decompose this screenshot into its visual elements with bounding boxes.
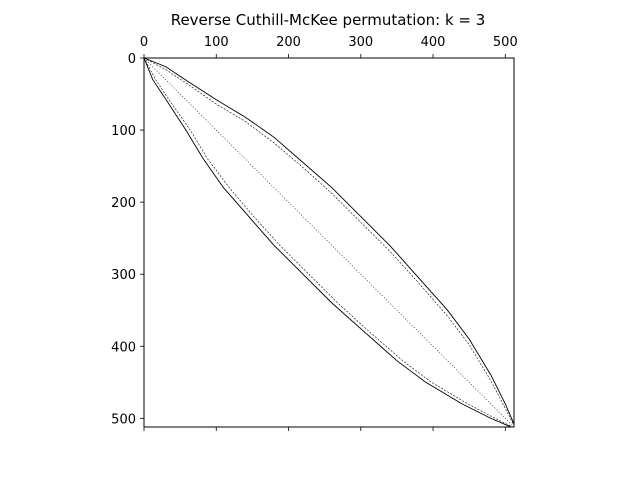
sparsity-band <box>143 57 513 428</box>
sparsity-band <box>143 57 515 425</box>
x-tick-label: 400 <box>421 35 446 50</box>
y-tick-label: 300 <box>111 268 136 283</box>
x-tick-label: 200 <box>276 35 301 50</box>
y-tick-label: 200 <box>111 196 136 211</box>
chart-title: Reverse Cuthill-McKee permutation: k = 3 <box>171 11 486 29</box>
y-tick-label: 100 <box>111 124 136 139</box>
x-tick-label: 100 <box>204 35 229 50</box>
diagonal-entries <box>143 57 515 428</box>
x-tick-label: 500 <box>493 35 518 50</box>
x-tick-label: 300 <box>348 35 373 50</box>
plot-area <box>143 57 515 428</box>
y-axis-left: 0 100 200 300 400 500 <box>111 52 144 427</box>
y-tick-label: 500 <box>111 412 136 427</box>
y-tick-label: 0 <box>128 52 136 67</box>
x-ticks-bottom <box>143 427 506 431</box>
x-ticks-top: 0 100 200 300 400 500 <box>140 35 518 58</box>
x-tick-label: 0 <box>140 35 148 50</box>
sparsity-band <box>143 57 512 428</box>
y-ticks: 0 100 200 300 400 500 <box>111 52 144 427</box>
sparsity-pattern <box>143 57 515 428</box>
sparsity-band <box>143 57 515 426</box>
x-axis-top: 0 100 200 300 400 500 <box>140 35 518 431</box>
y-tick-label: 400 <box>111 340 136 355</box>
